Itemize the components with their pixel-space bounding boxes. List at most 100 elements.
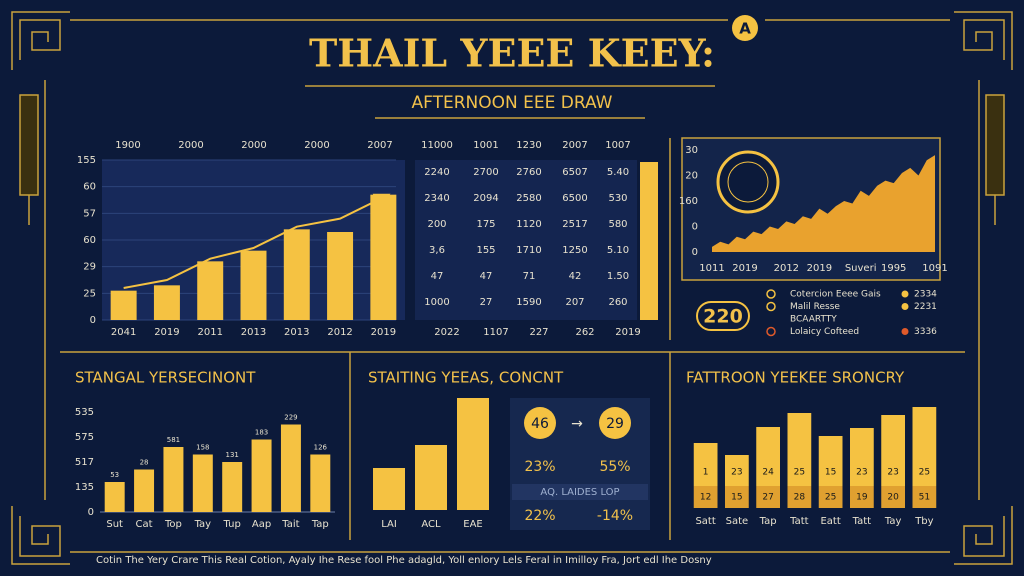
segment-label: 28 — [794, 493, 806, 503]
segment-label: 25 — [919, 468, 930, 478]
x-tick-label: EAE — [463, 519, 482, 530]
badge: A — [739, 20, 751, 38]
table-footer: 2019 — [615, 327, 640, 338]
y-tick-label: 517 — [75, 457, 94, 468]
legend-value: 3336 — [914, 327, 937, 337]
bar-label: 28 — [140, 459, 149, 467]
y-tick-label: 0 — [692, 222, 698, 233]
stat-to: 29 — [606, 416, 624, 432]
table-header: 2007 — [562, 140, 587, 151]
x-tick-label: Tatt — [789, 516, 809, 527]
y-tick-label: 160 — [679, 196, 698, 207]
bar — [153, 285, 180, 320]
bar — [134, 469, 155, 512]
stat-pct: -14% — [597, 508, 633, 524]
x-tick-label: Sate — [726, 516, 749, 527]
segment-label: 15 — [731, 493, 742, 503]
stat-from: 46 — [531, 416, 549, 432]
segment-label: 23 — [887, 468, 898, 478]
y-tick-label: 0 — [692, 247, 698, 258]
bar — [327, 232, 354, 320]
x-tick-label: Tatt — [852, 516, 872, 527]
stat-caption: AQ. LAIDES LOP — [540, 487, 619, 498]
table-cell: 2760 — [516, 167, 541, 178]
table-footer: 262 — [575, 327, 594, 338]
bar — [222, 462, 243, 512]
legend-value: 2334 — [914, 290, 937, 300]
bar-segment — [693, 443, 718, 486]
bar-segment — [912, 407, 937, 486]
top-label: 2000 — [304, 140, 329, 151]
x-tick-label: Eatt — [820, 516, 840, 527]
bar-segment — [881, 415, 905, 486]
bar — [104, 482, 125, 512]
y-tick-label: 155 — [77, 155, 96, 166]
legend-dot — [901, 303, 909, 310]
x-tick-label: 2011 — [197, 327, 222, 338]
area — [712, 155, 935, 252]
bar — [251, 439, 272, 512]
segment-label: 27 — [762, 493, 773, 503]
y-tick-label: 30 — [685, 145, 698, 156]
bar-label: 131 — [226, 451, 239, 459]
table-bg — [415, 160, 637, 320]
segment-label: 25 — [825, 493, 836, 503]
table-cell: 5.40 — [607, 167, 629, 178]
stat-pct: 22% — [524, 508, 555, 524]
x-tick-label: LAI — [381, 519, 397, 530]
table-header: 11000 — [421, 140, 453, 151]
bar-segment — [756, 486, 780, 508]
table-cell: 2240 — [424, 167, 449, 178]
x-tick-label: 2012 — [774, 263, 799, 274]
bar-segment — [850, 428, 874, 486]
table-accent — [640, 162, 658, 320]
x-tick-label: 2013 — [241, 327, 266, 338]
table-cell: 27 — [480, 297, 493, 308]
x-tick-label: 2012 — [327, 327, 352, 338]
table-cell: 47 — [431, 271, 444, 282]
bar-segment — [693, 486, 718, 508]
bar-label: 183 — [255, 429, 268, 437]
stat-circle — [524, 407, 556, 439]
footer: Cotin The Yery Crare This Real Cotion, A… — [96, 555, 712, 566]
caption-bg — [512, 484, 648, 500]
stat-pct: 23% — [524, 459, 555, 475]
bar-label: 229 — [284, 414, 297, 422]
x-tick-label: Sut — [106, 519, 123, 530]
table-cell: 71 — [523, 271, 536, 282]
table-cell: 2517 — [562, 219, 587, 230]
legend-dot — [901, 290, 909, 298]
x-tick-label: Tup — [223, 519, 241, 530]
bar-segment — [912, 486, 937, 508]
emblem — [716, 150, 780, 214]
legend-dot — [901, 328, 909, 335]
y-tick-label: 575 — [75, 432, 94, 443]
x-tick-label: 2019 — [154, 327, 179, 338]
bar-segment — [787, 413, 812, 486]
table-footer: 1107 — [483, 327, 508, 338]
x-tick-label: 1011 — [699, 263, 724, 274]
bar-label: 158 — [196, 444, 209, 452]
title: THAIL YEEE KEEY: — [309, 31, 715, 76]
bar — [163, 447, 184, 512]
y-tick-label: 0 — [88, 507, 94, 518]
table-cell: 580 — [608, 219, 627, 230]
segment-label: 25 — [794, 468, 805, 478]
y-tick-label: 535 — [75, 407, 94, 418]
table-cell: 260 — [608, 297, 627, 308]
panel-title: FATTROON YEEKEE SRONCRY — [686, 369, 905, 387]
segment-label: 15 — [825, 468, 836, 478]
x-tick-label: Tby — [914, 516, 933, 527]
bar — [240, 250, 267, 320]
panel-title: STAITING YEEAS, CONCNT — [368, 369, 564, 387]
legend-icon — [766, 301, 776, 312]
badge-circle — [732, 15, 758, 41]
bar-segment — [881, 486, 905, 508]
y-tick-label: 29 — [83, 262, 96, 273]
legend-label: Cotercion Eeee Gais — [790, 290, 881, 300]
y-tick-label: 25 — [83, 288, 96, 299]
table-cell: 6507 — [562, 167, 587, 178]
bar — [415, 445, 447, 510]
x-tick-label: Satt — [695, 516, 715, 527]
table-cell: 1250 — [562, 245, 587, 256]
